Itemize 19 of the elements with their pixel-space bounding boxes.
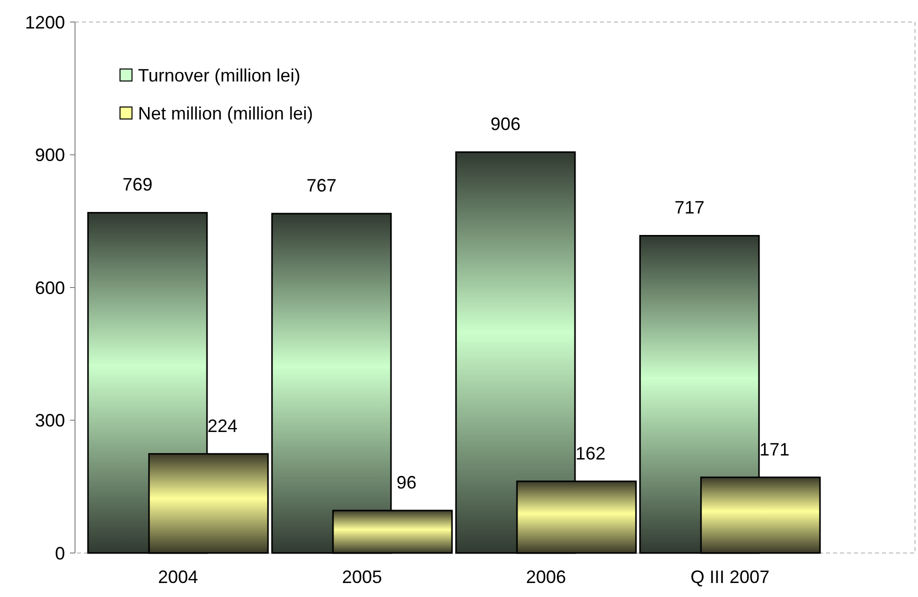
x-tick-label: Q III 2007 — [690, 567, 770, 587]
y-tick-label: 300 — [34, 410, 65, 431]
data-label: 224 — [207, 416, 238, 436]
x-tick-label: 2006 — [526, 567, 566, 587]
data-label: 171 — [759, 439, 790, 460]
y-tick-label: 600 — [34, 278, 65, 298]
legend-label: Turnover (million lei) — [138, 65, 300, 86]
y-tick-label: 1200 — [24, 12, 65, 32]
data-label: 769 — [122, 174, 153, 195]
data-label: 906 — [490, 114, 521, 134]
legend-label: Net million (million lei) — [138, 103, 314, 124]
data-label: 767 — [306, 176, 337, 196]
y-tick-label: 900 — [34, 145, 65, 166]
x-tick-label: 2005 — [342, 567, 382, 587]
data-label: 96 — [396, 472, 417, 493]
data-label: 717 — [674, 198, 705, 218]
y-tick-label: 0 — [54, 543, 65, 564]
data-label: 162 — [575, 443, 606, 464]
x-tick-label: 2004 — [158, 567, 198, 587]
